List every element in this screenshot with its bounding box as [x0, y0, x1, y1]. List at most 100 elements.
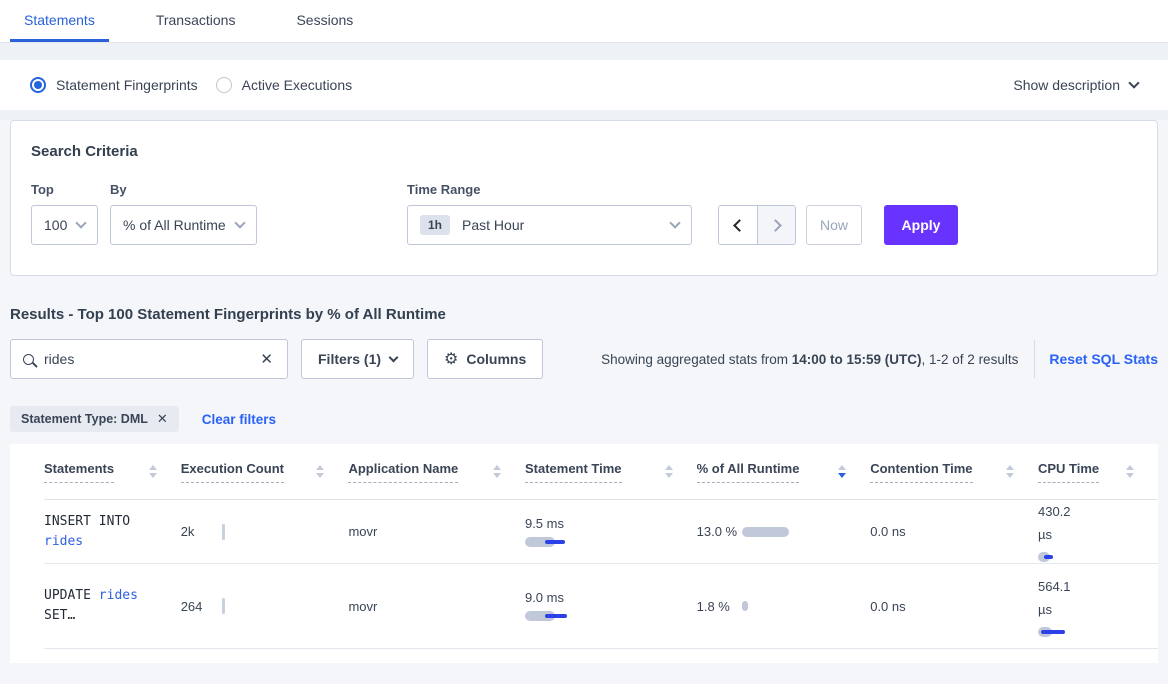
tab-statements[interactable]: Statements — [10, 0, 109, 42]
cpu-time-cell: 430.2 µs — [1037, 500, 1158, 563]
sort-up-icon — [1125, 465, 1134, 470]
sort-arrows[interactable] — [148, 465, 157, 478]
column-header-pct-runtime[interactable]: % of All Runtime — [696, 461, 871, 483]
statement-time-bar — [524, 536, 585, 548]
show-description-label: Show description — [1013, 77, 1120, 93]
column-header-label: CPU Time — [1037, 461, 1100, 483]
sort-arrows[interactable] — [316, 465, 325, 478]
column-header-statements[interactable]: Statements — [44, 461, 181, 483]
column-header-label: Application Name — [348, 461, 459, 483]
search-input[interactable] — [44, 351, 259, 367]
sort-up-icon — [148, 465, 157, 470]
by-label: By — [110, 182, 127, 197]
statement-cell: UPDATE rides SET… — [44, 586, 181, 626]
column-header-label: Execution Count — [180, 461, 284, 483]
radio-label: Active Executions — [241, 77, 353, 93]
statement-fingerprint[interactable]: UPDATE rides SET… — [44, 586, 156, 626]
application-name-cell: movr — [348, 598, 378, 614]
column-header-application-name[interactable]: Application Name — [348, 461, 525, 483]
sort-down-icon — [316, 473, 325, 478]
by-select[interactable]: % of All Runtime — [110, 205, 257, 245]
pct-runtime-value: 1.8 % — [696, 598, 730, 614]
statement-text-suffix: SET… — [44, 608, 76, 623]
view-toggle-strip: Statement Fingerprints Active Executions… — [0, 60, 1168, 110]
table-header-row: Statements Execution Count Application N… — [44, 444, 1158, 500]
statement-table-link[interactable]: rides — [98, 588, 138, 603]
column-header-execution-count[interactable]: Execution Count — [180, 461, 349, 483]
time-range-value: Past Hour — [462, 217, 525, 233]
search-criteria-controls: Top 100 By % of All Runtime Time Range 1… — [31, 182, 1137, 245]
column-header-label: % of All Runtime — [696, 461, 800, 483]
pct-runtime-bar — [741, 600, 802, 612]
sort-up-icon — [316, 465, 325, 470]
pct-runtime-cell: 13.0 % — [697, 520, 871, 543]
radio-selected-icon — [30, 77, 46, 93]
time-range-prev-button[interactable] — [719, 206, 757, 244]
execution-count-value: 264 — [180, 598, 203, 614]
top-select[interactable]: 100 — [31, 205, 98, 245]
apply-button[interactable]: Apply — [884, 205, 958, 245]
tab-transactions[interactable]: Transactions — [155, 12, 236, 28]
sort-up-icon — [492, 465, 501, 470]
execution-count-value: 2k — [180, 524, 195, 539]
now-button[interactable]: Now — [806, 205, 862, 245]
filter-pill-statement-type[interactable]: Statement Type: DML ✕ — [10, 406, 179, 432]
by-field: By % of All Runtime — [110, 182, 257, 245]
column-header-label: Statements — [44, 461, 115, 483]
clear-filters-link[interactable]: Clear filters — [201, 411, 277, 427]
time-range-select[interactable]: 1h Past Hour — [407, 205, 692, 245]
application-name-cell: movr — [348, 524, 378, 539]
time-range-badge: 1h — [420, 215, 451, 235]
statement-table-link[interactable]: rides — [44, 533, 84, 549]
sort-arrows[interactable] — [1125, 465, 1134, 478]
clear-search-icon[interactable]: ✕ — [260, 351, 273, 368]
table-row: INSERT INTO rides 2k movr 9.5 ms 13.0 % … — [44, 500, 1158, 564]
statement-text: INSERT INTO — [44, 513, 131, 529]
time-range-next-button[interactable] — [757, 206, 795, 244]
sort-up-icon — [664, 465, 673, 470]
radio-unselected-icon — [215, 77, 232, 93]
statement-text: UPDATE — [44, 588, 91, 603]
sort-arrows[interactable] — [492, 465, 501, 478]
statement-fingerprint[interactable]: INSERT INTO rides — [44, 512, 156, 552]
sort-down-icon — [148, 473, 157, 478]
statement-time-cell: 9.0 ms — [524, 590, 697, 622]
column-header-label: Contention Time — [870, 461, 973, 483]
filter-pill-row: Statement Type: DML ✕ Clear filters — [10, 406, 1158, 432]
radio-label: Statement Fingerprints — [56, 77, 198, 93]
contention-time-cell: 0.0 ns — [870, 524, 906, 539]
column-header-cpu-time[interactable]: CPU Time — [1037, 461, 1158, 483]
statement-time-cell: 9.5 ms — [524, 516, 697, 548]
sort-down-icon — [664, 473, 673, 478]
search-criteria-card: Search Criteria Top 100 By % of All Runt… — [10, 120, 1158, 276]
reset-sql-stats-link[interactable]: Reset SQL Stats — [1049, 351, 1158, 367]
statement-time-bar — [524, 610, 585, 622]
radio-statement-fingerprints[interactable]: Statement Fingerprints — [30, 77, 198, 93]
sort-arrows[interactable] — [1005, 465, 1014, 478]
sort-arrows[interactable] — [838, 465, 847, 478]
aggregated-stats-note: Showing aggregated stats from 14:00 to 1… — [601, 352, 1018, 367]
sort-up-icon — [1005, 465, 1014, 470]
chevron-down-icon — [234, 217, 246, 229]
cpu-time-value: 564.1 µs — [1037, 578, 1071, 617]
remove-filter-icon[interactable]: ✕ — [156, 411, 168, 426]
execution-count-bar — [221, 523, 225, 540]
chevron-down-icon — [75, 217, 87, 229]
columns-button[interactable]: ⚙ Columns — [427, 339, 544, 379]
search-criteria-title: Search Criteria — [31, 143, 138, 160]
column-header-statement-time[interactable]: Statement Time — [524, 461, 697, 483]
chevron-left-icon — [733, 218, 746, 232]
sort-arrows[interactable] — [664, 465, 673, 478]
tab-sessions[interactable]: Sessions — [296, 12, 354, 28]
show-description-toggle[interactable]: Show description — [1013, 77, 1140, 93]
chevron-down-icon — [669, 217, 681, 229]
results-heading: Results - Top 100 Statement Fingerprints… — [10, 306, 446, 323]
top-select-value: 100 — [44, 217, 68, 233]
column-header-contention-time[interactable]: Contention Time — [870, 461, 1038, 483]
search-box: ✕ — [10, 339, 288, 379]
filter-pill-label: Statement Type: DML — [21, 412, 148, 426]
radio-active-executions[interactable]: Active Executions — [215, 77, 353, 93]
statement-time-value: 9.0 ms — [524, 590, 564, 605]
sort-down-icon — [492, 473, 501, 478]
filters-button[interactable]: Filters (1) — [301, 339, 415, 379]
